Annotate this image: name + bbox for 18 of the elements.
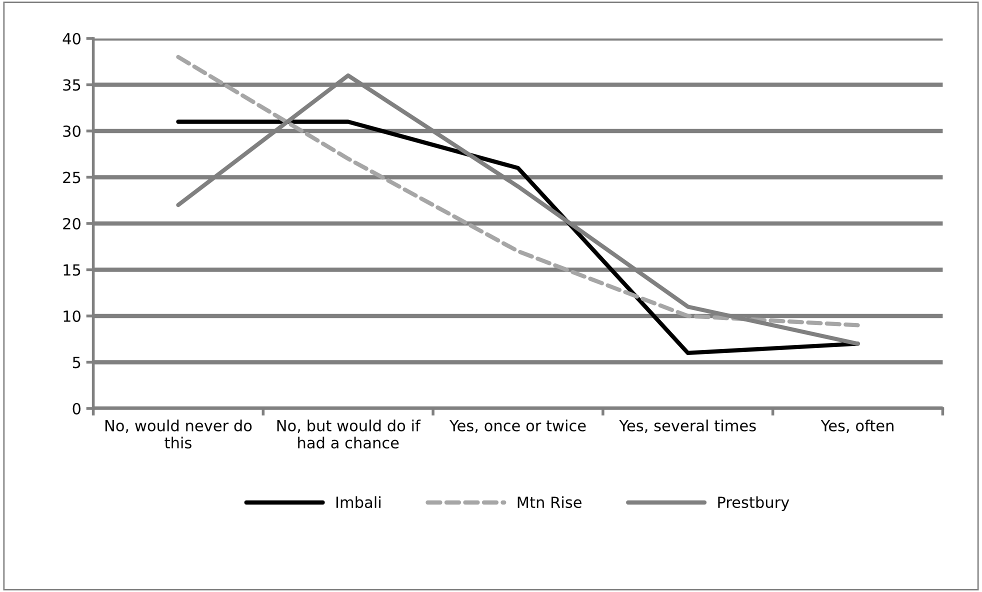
x-tick-label: Yes, often <box>820 420 894 433</box>
y-tick-label: 20 <box>63 218 80 230</box>
legend-label: Prestbury <box>718 496 790 512</box>
y-tick-label: 35 <box>63 79 80 91</box>
y-tick-label: 40 <box>62 32 80 44</box>
y-tick-label: 15 <box>64 264 80 276</box>
y-tick-label: 10 <box>64 310 80 322</box>
y-tick-label: 25 <box>63 172 80 184</box>
y-tick-label: 30 <box>63 125 80 137</box>
legend-label: Imbali <box>336 496 380 508</box>
x-tick-label: Yes, several times <box>619 420 756 433</box>
y-tick-label: 5 <box>72 356 80 368</box>
x-tick-label: No, would never do this <box>105 420 252 449</box>
x-tick-label: No, but would do if had a chance <box>277 420 421 449</box>
line-series <box>176 120 860 356</box>
y-tick-label: 0 <box>72 402 80 414</box>
x-tick-label: Yes, once or twice <box>449 420 586 433</box>
legend-label: Mtn Rise <box>518 496 582 508</box>
